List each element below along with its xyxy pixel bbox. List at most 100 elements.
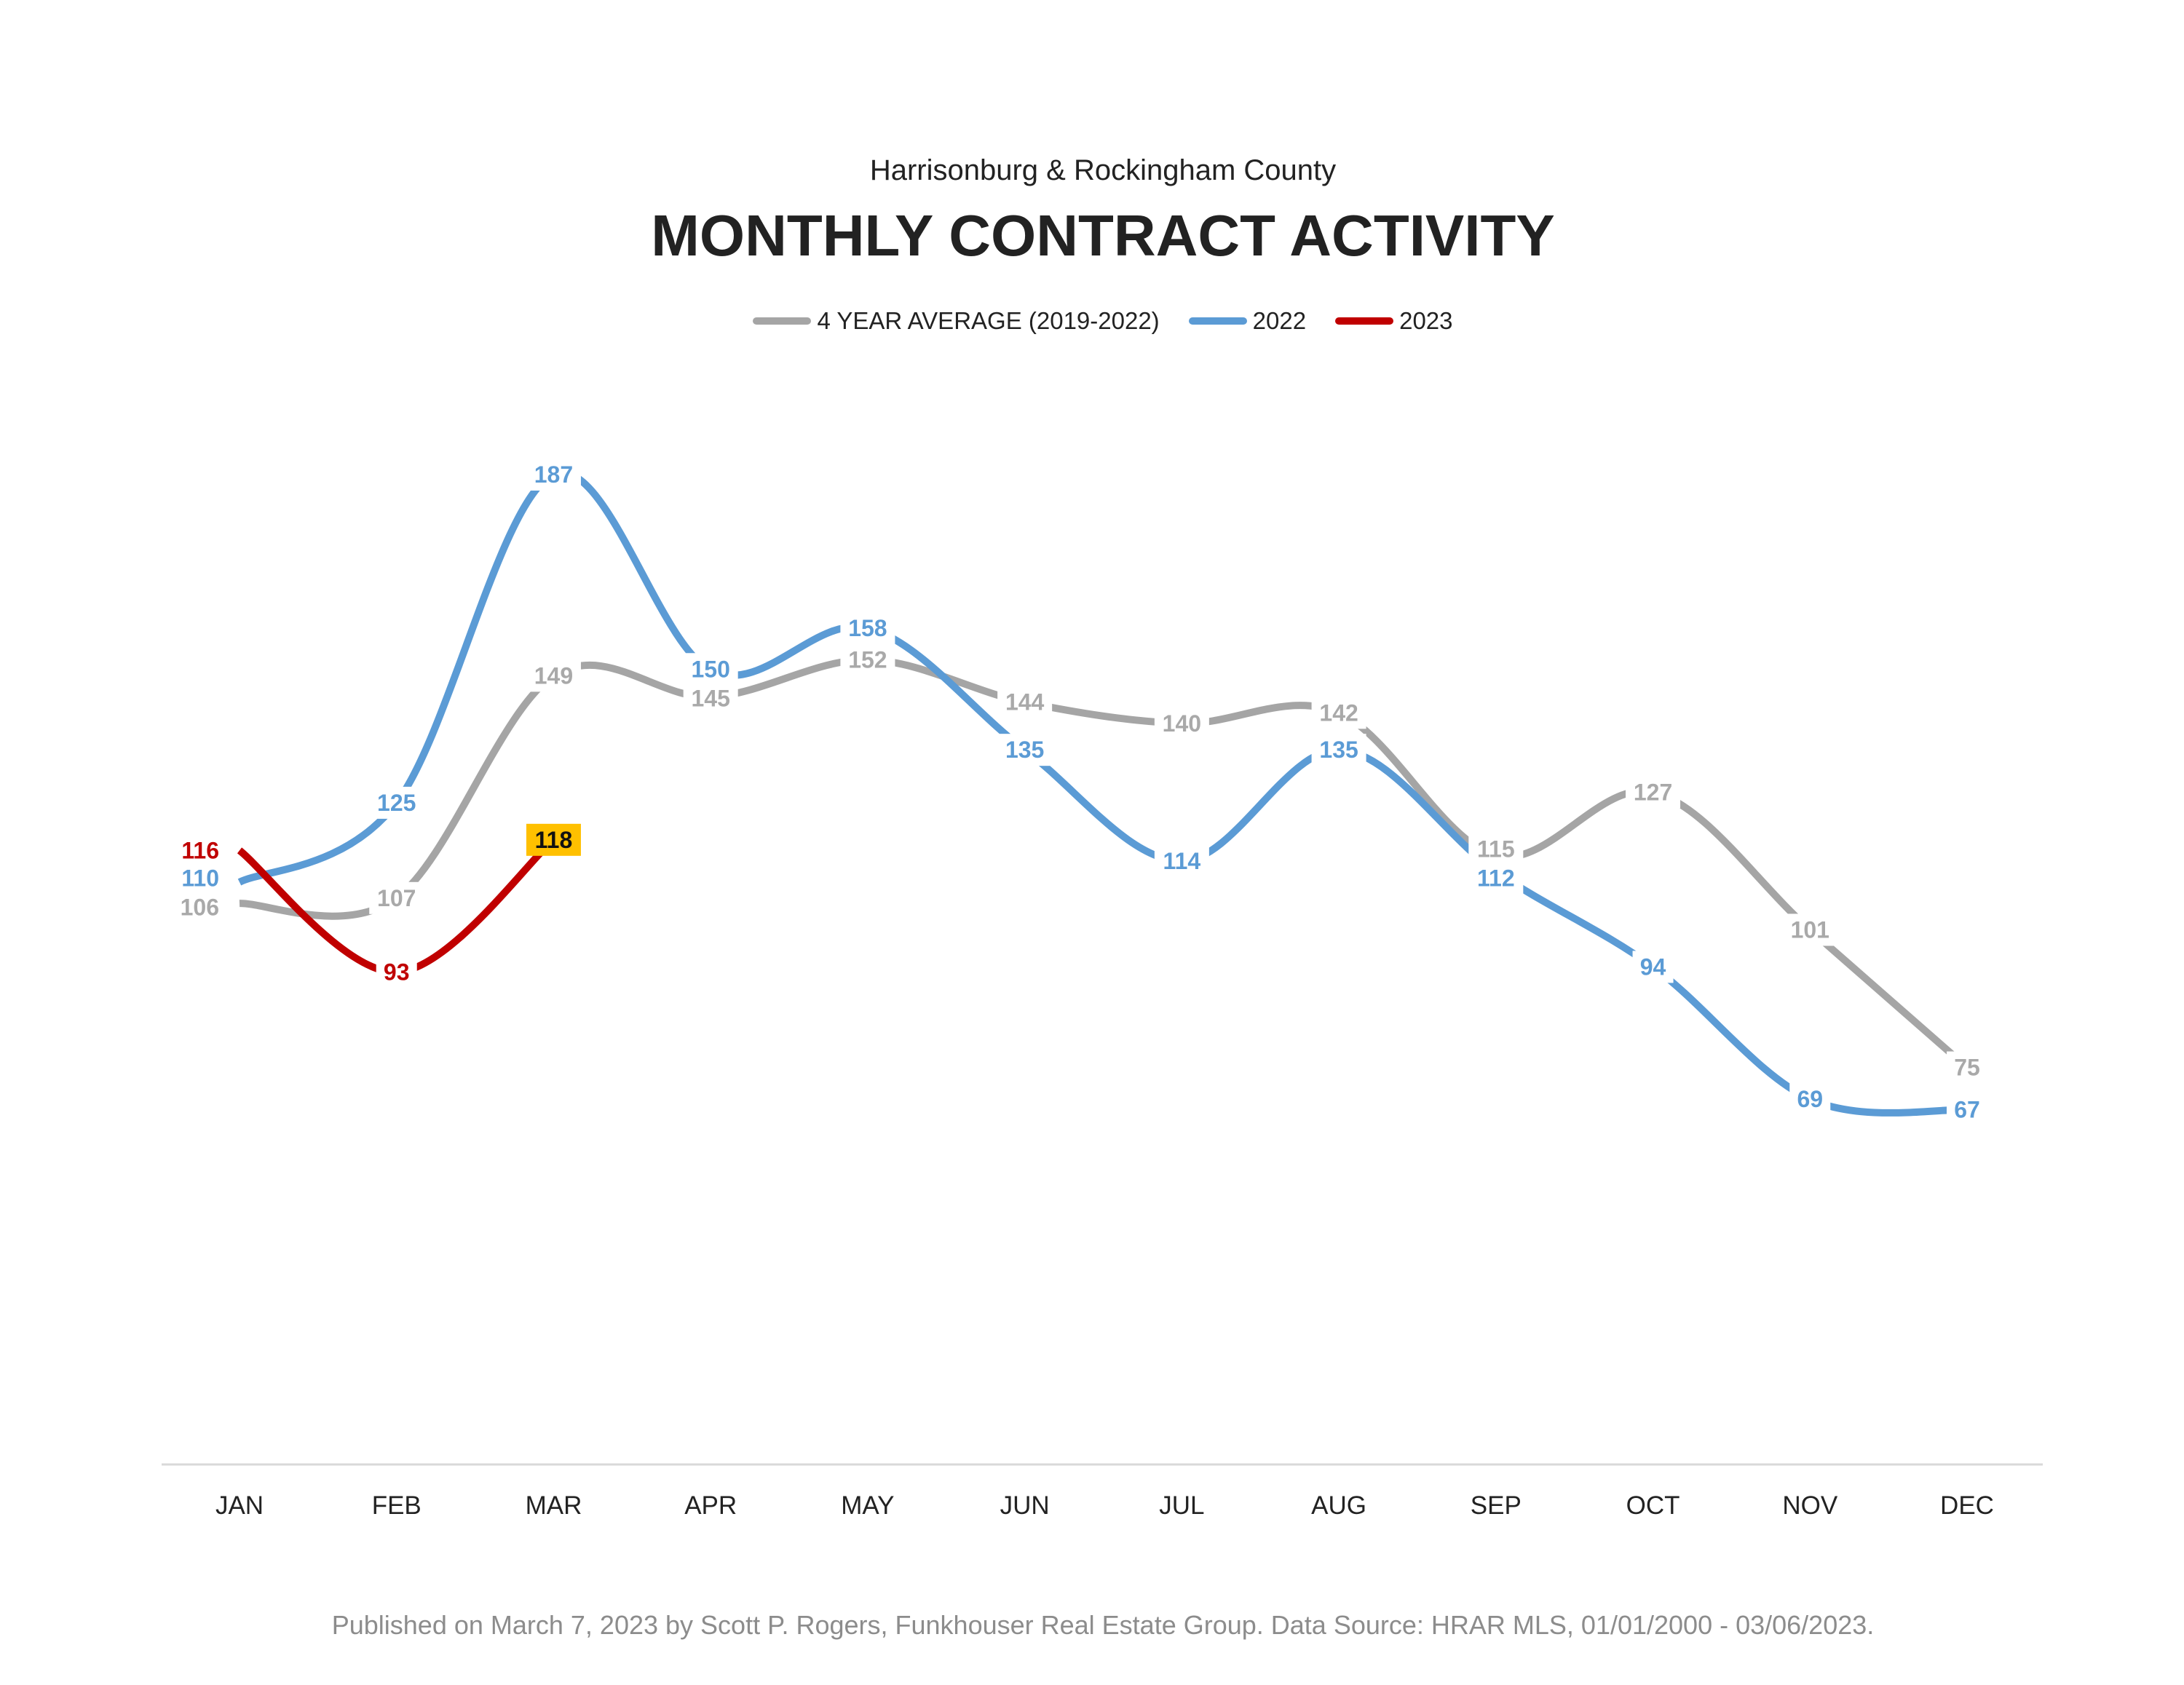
data-label: 140 [1154,707,1209,740]
legend-label: 4 YEAR AVERAGE (2019-2022) [817,307,1160,334]
data-label-text: 158 [848,615,887,641]
data-label: 125 [369,786,424,819]
data-label: 142 [1311,697,1366,729]
legend-label: 2022 [1252,307,1307,334]
data-label-text: 135 [1005,737,1044,763]
data-label-text: 142 [1319,699,1358,726]
label-background [1782,913,1837,946]
label-background [1632,951,1674,983]
data-label-text: 106 [181,895,219,921]
data-label: 145 [683,682,738,715]
x-tick-label: JUL [1159,1491,1204,1520]
data-label-text: 114 [1163,848,1201,874]
footer-source-note: Published on March 7, 2023 by Scott P. R… [331,1610,1875,1640]
label-background [1154,844,1209,877]
legend-item-4yr-average: 4 YEAR AVERAGE (2019-2022) [753,307,1160,335]
data-label: 101 [1782,913,1837,946]
x-tick-label: FEB [372,1491,422,1520]
label-background [840,611,895,644]
label-background [1468,833,1524,865]
data-label: 158 [840,611,895,644]
data-label: 112 [1468,862,1524,895]
legend-swatch-2023 [1335,317,1394,325]
x-tick-label: OCT [1626,1491,1680,1520]
label-background [1626,776,1681,809]
data-label-text: 93 [384,959,410,986]
data-label-text: 94 [1640,953,1666,980]
x-tick-label: DEC [1940,1491,1994,1520]
data-label-text: 115 [1477,836,1515,863]
x-tick-label: JUN [1000,1491,1050,1520]
label-background [526,659,581,692]
label-background [376,956,417,988]
data-label-text: 187 [534,461,573,488]
x-tick-label: AUG [1311,1491,1366,1520]
chart-subtitle: Harrisonburg & Rockingham County [869,154,1337,186]
label-background [1947,1051,1987,1084]
data-label-text: 67 [1954,1097,1980,1123]
data-label: 110 [181,865,219,892]
series-line-2022 [237,469,1968,1117]
data-label-text: 140 [1163,710,1201,737]
label-background [683,653,738,686]
data-label: 114 [1154,844,1209,877]
x-tick-label: NOV [1782,1491,1838,1520]
data-label: 127 [1626,776,1681,809]
chart-title: MONTHLY CONTRACT ACTIVITY [651,203,1555,268]
data-label-text: 107 [377,885,416,911]
data-label-text: 144 [1005,689,1045,715]
label-background [683,682,738,715]
legend-label: 2023 [1399,307,1453,334]
data-label: 115 [1468,833,1524,865]
label-background [1947,1093,1987,1126]
label-background [526,459,581,491]
series-line-4 [239,656,1970,1071]
data-label-text: 75 [1954,1055,1980,1081]
data-label: 187 [526,459,581,491]
data-label: 107 [369,881,424,914]
data-label: 144 [997,686,1053,718]
data-label: 75 [1947,1051,1987,1084]
label-background [1154,707,1209,740]
x-tick-label: MAY [841,1491,894,1520]
label-background [369,881,424,914]
label-background [1789,1083,1831,1116]
data-label: 150 [683,653,738,686]
data-label-text: 118 [535,827,573,853]
data-label-text: 69 [1797,1086,1823,1112]
label-background [997,734,1053,766]
data-label-text: 150 [691,656,729,682]
data-label: 106 [181,895,219,921]
legend-item-2022: 2022 [1188,307,1307,335]
label-background [1311,734,1366,766]
data-label: 135 [1311,734,1366,766]
data-label-text: 149 [534,662,573,689]
data-label-text: 101 [1791,916,1829,943]
legend-swatch-4yr-average [753,317,812,325]
data-label-text: 135 [1319,737,1358,763]
data-label: 93 [376,956,417,988]
label-background [369,786,424,819]
data-label: 67 [1947,1093,1987,1126]
x-tick-label: JAN [215,1491,264,1520]
x-tick-label: MAR [526,1491,582,1520]
data-label: 135 [997,734,1053,766]
data-label-text: 112 [1477,865,1515,892]
data-label: 152 [840,643,895,676]
data-label-text: 116 [181,837,219,863]
data-label: 94 [1632,951,1674,983]
data-label-text: 127 [1634,779,1672,805]
data-label-text: 152 [848,647,887,673]
data-label: 149 [526,659,581,692]
data-label: 69 [1789,1083,1831,1116]
highlight-box [526,823,581,856]
x-tick-label: SEP [1471,1491,1522,1520]
data-label: 116 [181,837,219,863]
label-background [1311,697,1366,729]
label-background [997,686,1053,718]
x-tick-label: APR [684,1491,737,1520]
legend-item-2023: 2023 [1335,307,1453,335]
label-background [840,643,895,676]
legend: 4 YEAR AVERAGE (2019-2022) 2022 2023 [0,307,2184,335]
